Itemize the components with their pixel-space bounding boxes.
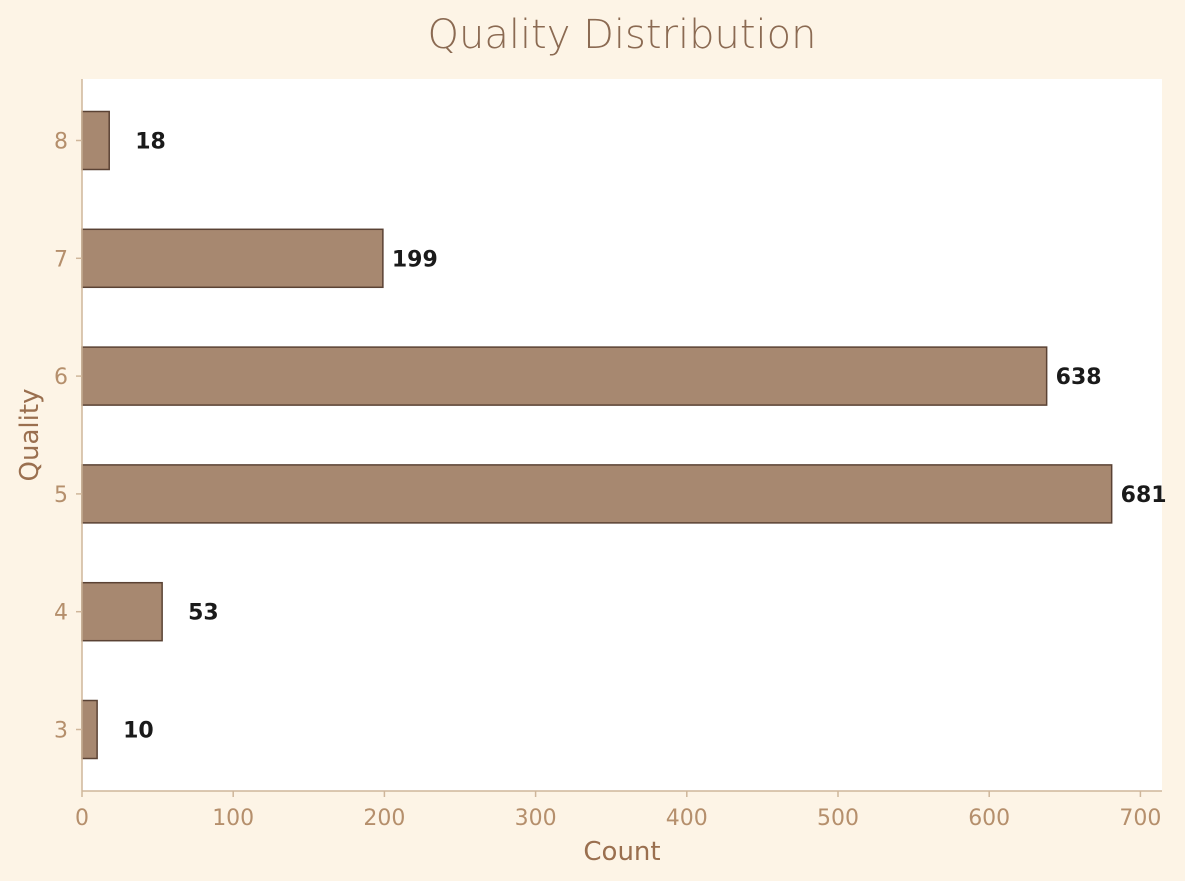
x-tick-label: 100 — [212, 806, 254, 831]
chart-title: Quality Distribution — [427, 12, 816, 58]
y-axis-title: Quality — [15, 389, 45, 482]
y-tick-label: 6 — [54, 365, 68, 390]
data-label-quality-7: 199 — [392, 247, 438, 272]
y-tick-label: 5 — [54, 483, 68, 508]
bar-quality-8 — [81, 110, 110, 171]
bars-group — [81, 110, 1113, 760]
y-tick-label: 3 — [54, 719, 68, 744]
y-axis-ticks: 3 4 5 6 7 8 — [54, 130, 82, 744]
bar-quality-6 — [81, 346, 1048, 406]
bar-quality-7 — [81, 228, 384, 289]
x-tick-label: 700 — [1119, 806, 1161, 831]
x-axis-ticks: 0 100 200 300 400 500 600 700 — [75, 791, 1161, 831]
data-label-quality-6: 638 — [1056, 365, 1102, 390]
x-tick-label: 0 — [75, 806, 89, 831]
x-axis-title: Count — [583, 837, 660, 867]
y-tick-label: 8 — [54, 130, 68, 155]
bar-quality-4 — [81, 581, 163, 642]
bar-quality-5 — [81, 464, 1113, 524]
data-label-quality-3: 10 — [123, 719, 154, 744]
plot-area — [82, 79, 1162, 791]
x-tick-label: 600 — [968, 806, 1010, 831]
bar-quality-3 — [81, 699, 98, 760]
data-label-quality-8: 18 — [135, 130, 166, 155]
x-tick-label: 400 — [666, 806, 708, 831]
data-label-quality-4: 53 — [188, 601, 219, 626]
data-labels-group: 10 53 681 638 199 18 — [123, 130, 1166, 744]
y-tick-label: 4 — [54, 601, 68, 626]
data-label-quality-5: 681 — [1121, 483, 1167, 508]
x-tick-label: 300 — [515, 806, 557, 831]
x-tick-label: 500 — [817, 806, 859, 831]
y-tick-label: 7 — [54, 247, 68, 272]
x-tick-label: 200 — [363, 806, 405, 831]
